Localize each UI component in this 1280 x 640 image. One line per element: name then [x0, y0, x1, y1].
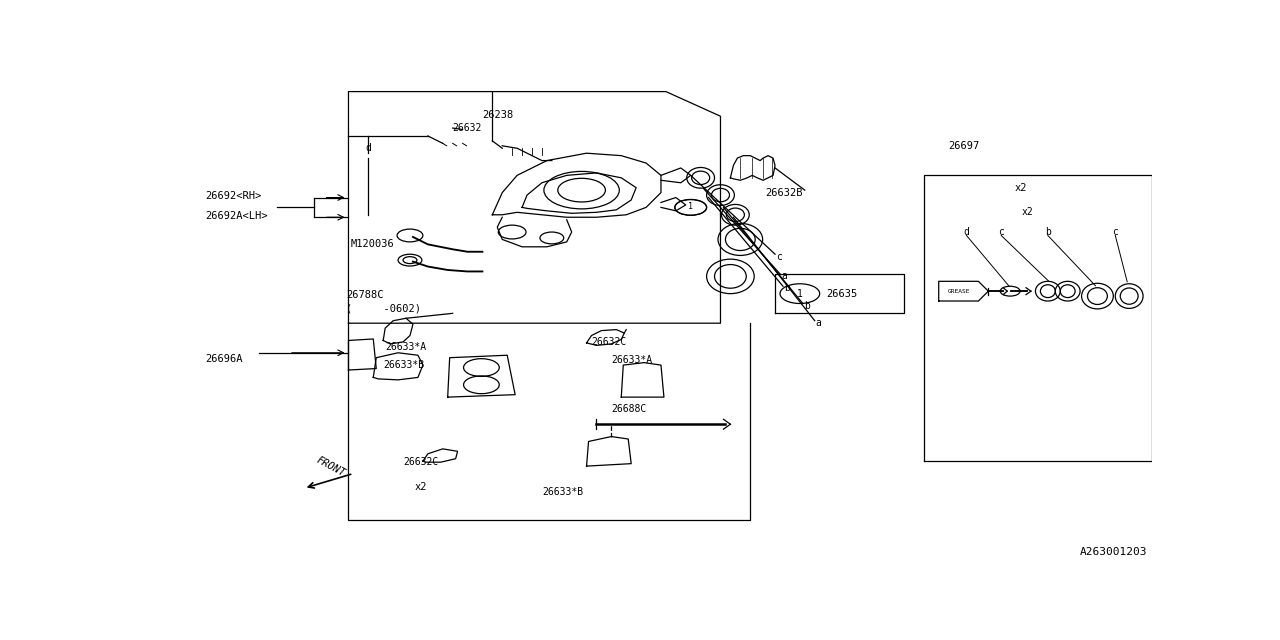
Text: 1: 1	[689, 202, 694, 211]
Text: x2: x2	[1023, 207, 1034, 218]
Text: c: c	[776, 252, 782, 262]
Text: x2: x2	[1015, 182, 1028, 193]
Text: 26632B: 26632B	[765, 188, 803, 198]
Text: GREASE: GREASE	[947, 289, 970, 294]
Text: x2: x2	[415, 482, 428, 492]
Text: 26633*B: 26633*B	[541, 487, 584, 497]
Text: 26633*A: 26633*A	[612, 355, 653, 365]
Text: c: c	[998, 227, 1004, 237]
Text: 26632C: 26632C	[591, 337, 627, 347]
Text: 26632: 26632	[453, 123, 483, 133]
Text: 26635: 26635	[827, 289, 858, 299]
Text: a: a	[815, 318, 822, 328]
Text: b: b	[785, 283, 790, 292]
Text: 1: 1	[797, 289, 803, 299]
Text: 26238: 26238	[483, 109, 513, 120]
Text: 26633*A: 26633*A	[385, 342, 426, 352]
Text: FRONT: FRONT	[315, 455, 347, 479]
Text: 26696A: 26696A	[206, 354, 243, 364]
Text: M120036: M120036	[351, 239, 394, 250]
Text: A263001203: A263001203	[1079, 547, 1147, 557]
Text: 26633*B: 26633*B	[383, 360, 425, 370]
Text: d: d	[964, 227, 969, 237]
Text: 26632C: 26632C	[403, 457, 438, 467]
Text: b: b	[804, 301, 810, 311]
Text: 26788C: 26788C	[347, 290, 384, 300]
Text: b: b	[1044, 227, 1051, 237]
Text: a: a	[781, 271, 787, 282]
Text: 26692A<LH>: 26692A<LH>	[206, 211, 268, 221]
Text: 26688C: 26688C	[612, 404, 646, 415]
Text: (     -0602): ( -0602)	[347, 303, 421, 314]
Text: d: d	[365, 143, 371, 153]
Text: 26692<RH>: 26692<RH>	[206, 191, 262, 201]
Text: 26697: 26697	[948, 141, 980, 151]
Text: c: c	[1112, 227, 1119, 237]
